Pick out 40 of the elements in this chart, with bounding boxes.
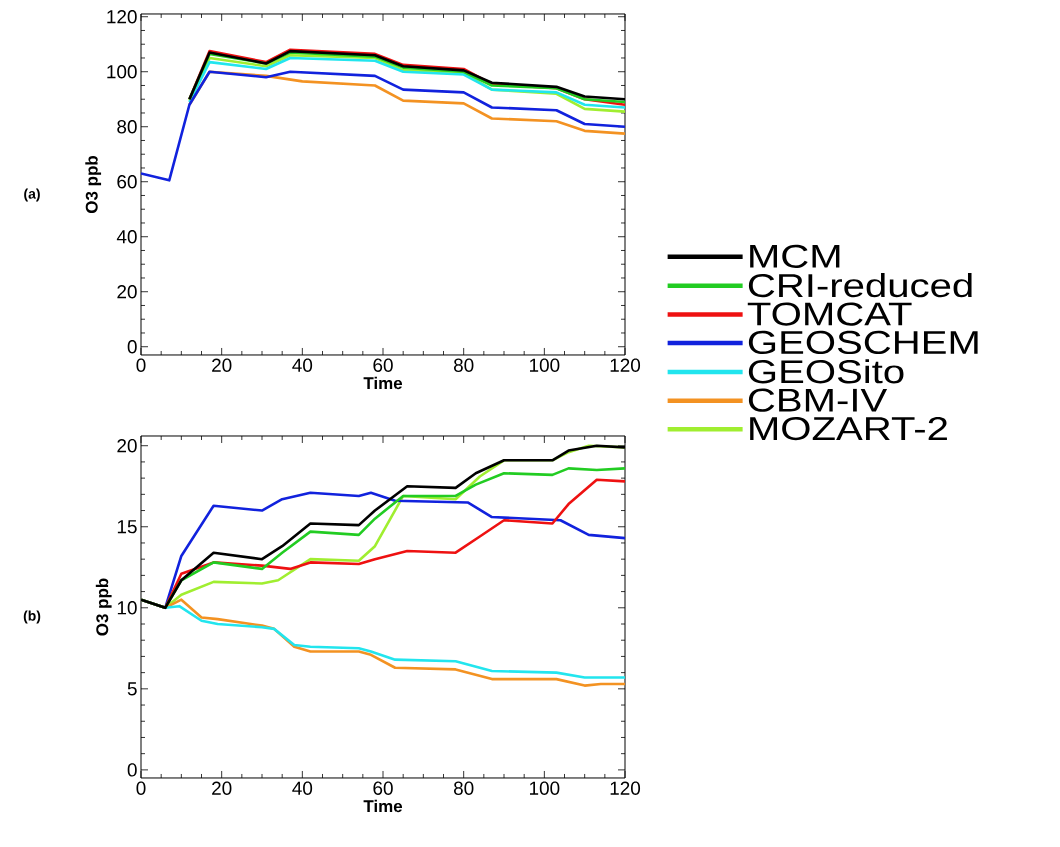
x-tick-label: 120	[610, 358, 641, 372]
legend-label: MCM	[750, 244, 840, 268]
y-tick-label: 60	[117, 175, 137, 189]
y-tick-label: 10	[117, 601, 137, 615]
y-tick-label: 5	[127, 682, 137, 696]
text: (a)	[24, 188, 40, 202]
y-axis-title: O3 ppb	[95, 578, 112, 636]
x-tick-label: 100	[529, 358, 560, 372]
x-axis-title: Time	[363, 376, 403, 390]
x-tick-label: 40	[292, 358, 313, 372]
legend-label: GEOSCHEM	[748, 330, 978, 355]
y-tick-label: 120	[107, 10, 137, 24]
x-tick-label: 40	[292, 781, 313, 795]
y-tick-label: 15	[117, 520, 137, 534]
y-tick-label: 0	[127, 763, 137, 777]
y-tick-label: 20	[117, 285, 137, 299]
x-tick-label: 60	[373, 781, 393, 795]
y-tick-label: 0	[127, 340, 137, 354]
y-tick-label: 40	[116, 230, 137, 244]
legend-label: GEOSito	[748, 359, 904, 384]
x-tick-label: 80	[453, 358, 474, 372]
y-tick-label: 80	[117, 120, 137, 134]
y-tick-label: 20	[117, 439, 137, 453]
x-tick-label: 0	[136, 781, 146, 795]
legend-label: CRI-reduced	[748, 273, 972, 298]
x-tick-label: 20	[212, 358, 232, 372]
x-tick-label: 60	[373, 358, 393, 372]
legend-label: MOZART-2	[750, 416, 947, 441]
x-tick-label: 100	[529, 781, 560, 795]
x-tick-label: 80	[453, 781, 474, 795]
x-tick-label: 0	[136, 358, 146, 372]
legend-label: TOMCAT	[747, 302, 912, 326]
x-axis-title: Time	[363, 799, 403, 813]
x-tick-label: 120	[610, 781, 641, 795]
text: (b)	[23, 610, 41, 624]
x-tick-label: 20	[212, 781, 232, 795]
y-axis-title: O3 ppb	[85, 156, 102, 213]
y-tick-label: 100	[107, 65, 137, 79]
line-series	[141, 70, 626, 182]
legend-label: CBM-IV	[748, 388, 888, 412]
